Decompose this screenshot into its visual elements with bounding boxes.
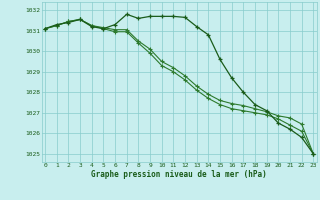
X-axis label: Graphe pression niveau de la mer (hPa): Graphe pression niveau de la mer (hPa) [91, 170, 267, 179]
